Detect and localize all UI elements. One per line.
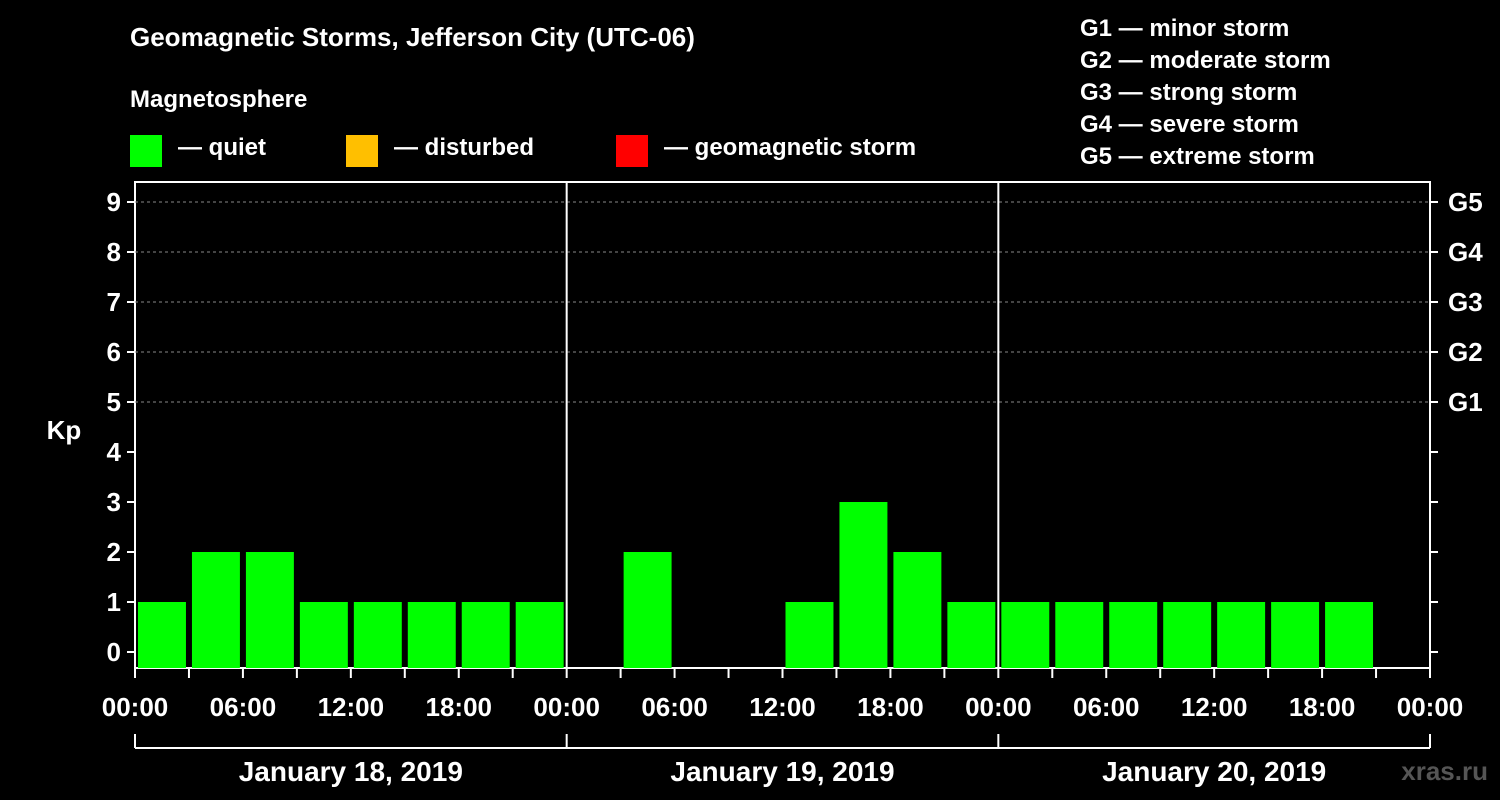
storm-level-label: G5 <box>1448 187 1483 217</box>
kp-bar <box>1109 602 1158 668</box>
kp-bar <box>1163 602 1212 668</box>
kp-bar <box>299 602 348 668</box>
kp-bar <box>893 552 942 668</box>
kp-bar <box>245 552 294 668</box>
y-tick-label: 3 <box>107 487 121 517</box>
y-tick-label: 0 <box>107 637 121 667</box>
legend-swatch-quiet <box>130 135 162 167</box>
kp-bar <box>407 602 456 668</box>
storm-level-label: G2 <box>1448 337 1483 367</box>
y-tick-label: 7 <box>107 287 121 317</box>
y-tick-label: 9 <box>107 187 121 217</box>
y-tick-label: 8 <box>107 237 121 267</box>
legend-label-storm: — geomagnetic storm <box>664 134 917 161</box>
kp-bar <box>623 552 672 668</box>
kp-bar <box>1055 602 1104 668</box>
y-axis-label: Kp <box>47 415 82 445</box>
x-tick-label: 00:00 <box>533 692 600 722</box>
date-label: January 20, 2019 <box>1102 756 1326 787</box>
x-tick-label: 18:00 <box>857 692 924 722</box>
y-tick-label: 2 <box>107 537 121 567</box>
chart-subtitle: Magnetosphere <box>130 86 308 113</box>
storm-scale-g2: G2 — moderate storm <box>1080 47 1331 74</box>
storm-level-label: G1 <box>1448 387 1483 417</box>
date-label: January 19, 2019 <box>670 756 894 787</box>
kp-bar <box>785 602 834 668</box>
kp-bar <box>138 602 186 668</box>
y-tick-label: 5 <box>107 387 121 417</box>
x-tick-label: 12:00 <box>318 692 385 722</box>
legend-label-disturbed: — disturbed <box>394 134 535 161</box>
x-tick-label: 06:00 <box>210 692 277 722</box>
y-tick-label: 1 <box>107 587 121 617</box>
chart-title: Geomagnetic Storms, Jefferson City (UTC-… <box>130 22 695 52</box>
kp-bar <box>1217 602 1266 668</box>
legend-label-quiet: — quiet <box>178 134 266 161</box>
x-tick-label: 00:00 <box>1397 692 1464 722</box>
kp-bar <box>191 552 240 668</box>
x-tick-label: 12:00 <box>1181 692 1248 722</box>
legend-swatch-disturbed <box>346 135 378 167</box>
y-tick-label: 6 <box>107 337 121 367</box>
x-tick-label: 00:00 <box>965 692 1032 722</box>
y-tick-label: 4 <box>107 437 122 467</box>
x-tick-label: 18:00 <box>1289 692 1356 722</box>
kp-bar <box>1001 602 1050 668</box>
kp-bar <box>839 502 888 668</box>
storm-level-label: G3 <box>1448 287 1483 317</box>
x-tick-label: 12:00 <box>749 692 816 722</box>
x-tick-label: 18:00 <box>426 692 493 722</box>
x-tick-label: 06:00 <box>1073 692 1140 722</box>
kp-bar <box>353 602 402 668</box>
x-tick-label: 00:00 <box>102 692 169 722</box>
storm-level-label: G4 <box>1448 237 1483 267</box>
legend-swatch-storm <box>616 135 648 167</box>
kp-bar <box>461 602 510 668</box>
kp-bar <box>1271 602 1320 668</box>
plot-frame <box>134 181 1431 669</box>
storm-scale-g5: G5 — extreme storm <box>1080 143 1315 170</box>
watermark: xras.ru <box>1401 756 1488 786</box>
storm-scale-g1: G1 — minor storm <box>1080 15 1290 42</box>
kp-bar <box>947 602 996 668</box>
storm-scale-g4: G4 — severe storm <box>1080 111 1299 138</box>
kp-bar <box>515 602 564 668</box>
date-label: January 18, 2019 <box>239 756 463 787</box>
x-tick-label: 06:00 <box>641 692 708 722</box>
kp-bar <box>1325 602 1374 668</box>
storm-scale-g3: G3 — strong storm <box>1080 79 1298 106</box>
